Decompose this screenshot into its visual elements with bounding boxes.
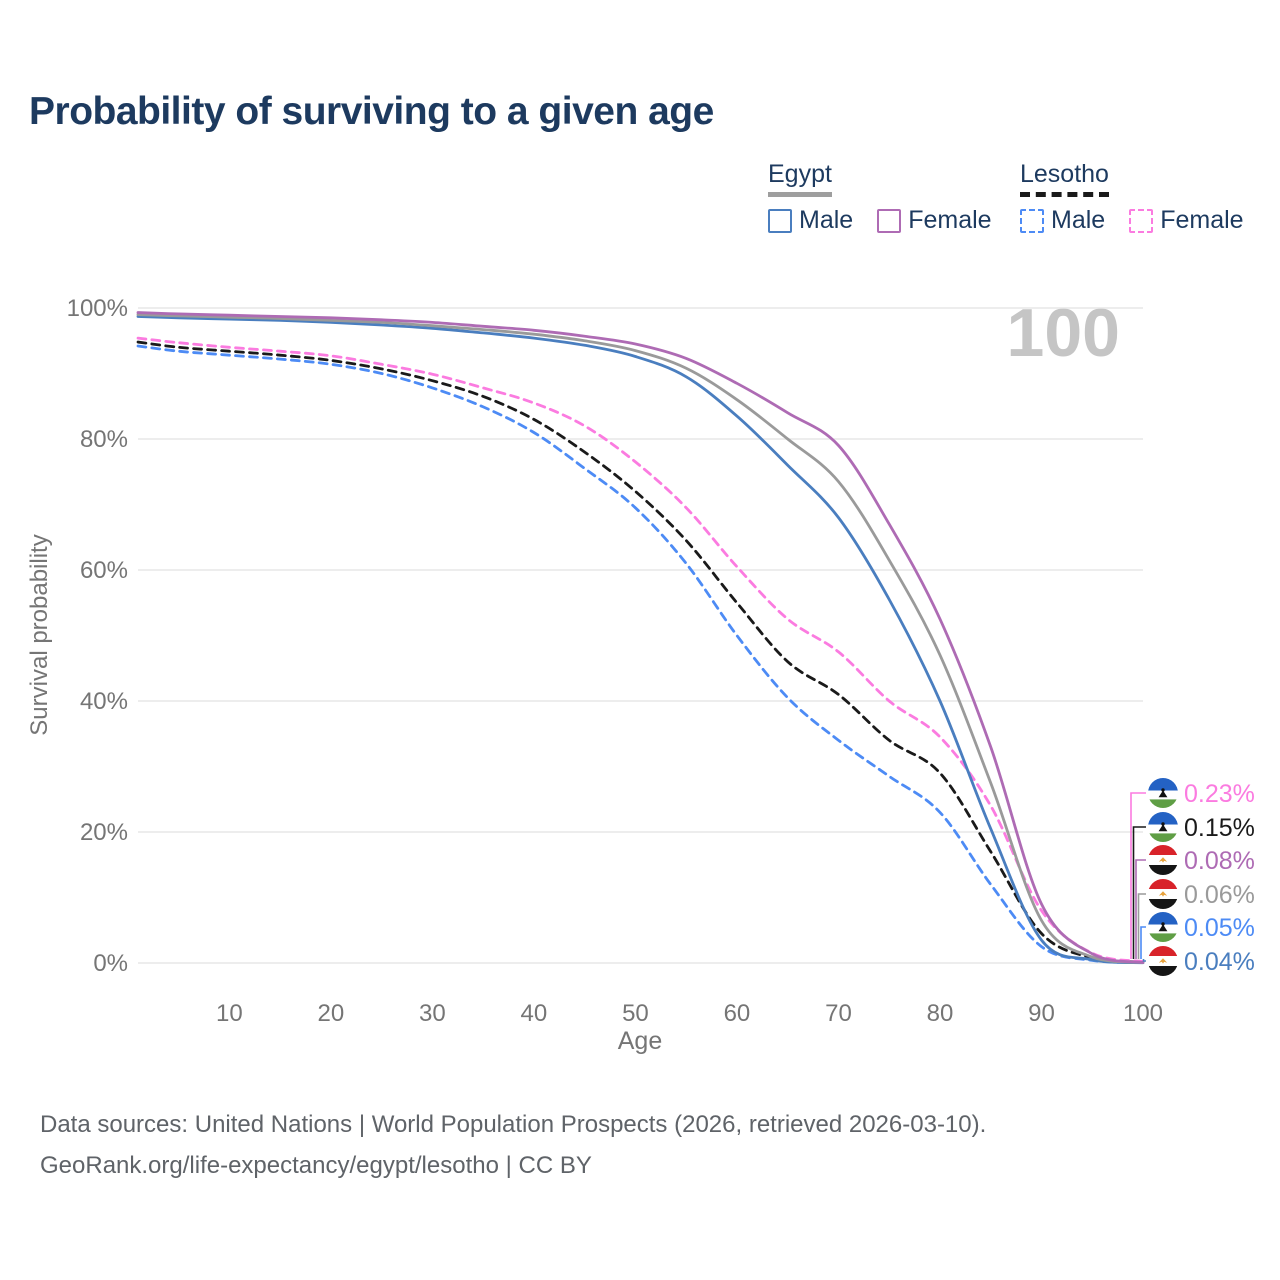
x-tick-label: 40: [521, 1000, 548, 1027]
y-axis-title: Survival probability: [26, 534, 53, 735]
license-line: GeoRank.org/life-expectancy/egypt/lesoth…: [40, 1152, 592, 1179]
legend-group-lesotho: Lesotho Male Female: [1020, 160, 1268, 235]
leader-line: [1135, 859, 1146, 959]
lesotho-flag-icon: [1148, 812, 1178, 842]
legend-country-lesotho: Lesotho: [1020, 160, 1109, 197]
end-value-label: 0.08%: [1184, 847, 1255, 875]
lesotho-female-swatch-icon: [1129, 208, 1154, 233]
y-tick-label: 100%: [67, 295, 128, 322]
lesotho-male-swatch-icon: [1020, 208, 1044, 233]
x-tick-label: 90: [1028, 1000, 1055, 1027]
legend-item-egypt-male[interactable]: Male: [768, 206, 853, 235]
watermark-100: 100: [1007, 295, 1120, 371]
end-value-label: 0.05%: [1184, 914, 1255, 942]
legend-item-lesotho-male[interactable]: Male: [1020, 206, 1105, 235]
data-sources-line: Data sources: United Nations | World Pop…: [40, 1111, 987, 1138]
leader-line: [1132, 826, 1146, 959]
footer-attribution: Data sources: United Nations | World Pop…: [40, 1104, 986, 1186]
egypt-flag-icon: [1148, 879, 1178, 909]
egypt-flag-icon: [1148, 946, 1178, 976]
x-tick-label: 20: [318, 1000, 345, 1027]
end-value-label: 0.06%: [1184, 881, 1255, 909]
leader-line: [1142, 959, 1146, 962]
series-line-egypt-both-sexes[interactable]: [136, 313, 1145, 964]
end-value-label: 0.04%: [1184, 948, 1255, 976]
legend-item-label: Male: [1051, 206, 1106, 234]
series-lines: [136, 311, 1145, 965]
egypt-female-swatch-icon: [877, 208, 902, 233]
series-line-lesotho-female[interactable]: [136, 336, 1145, 963]
x-tick-label: 70: [825, 1000, 852, 1027]
egypt-flag-icon: [1148, 845, 1178, 875]
legend-item-label: Female: [1160, 206, 1244, 234]
leader-line: [1140, 926, 1146, 959]
end-value-label: 0.23%: [1184, 780, 1255, 808]
egypt-male-swatch-icon: [768, 208, 792, 233]
series-line-egypt-female[interactable]: [136, 311, 1145, 964]
legend-group-egypt: Egypt Male Female: [768, 160, 1016, 235]
gridlines: [138, 307, 1143, 964]
y-tick-label: 80%: [80, 426, 128, 453]
x-tick-label: 50: [622, 1000, 649, 1027]
leader-line: [1137, 893, 1146, 959]
x-tick-label: 80: [927, 1000, 954, 1027]
y-tick-label: 40%: [80, 688, 128, 715]
y-tick-label: 0%: [93, 950, 128, 977]
legend-item-label: Female: [908, 206, 992, 234]
x-tick-label: 30: [419, 1000, 446, 1027]
legend-item-label: Male: [799, 206, 854, 234]
end-labels: 0.23% 0.15% 0.08% 0.06% 0.05% 0.04%: [1130, 778, 1255, 976]
x-tick-label: 10: [216, 1000, 243, 1027]
x-axis-title: Age: [618, 1027, 662, 1055]
x-tick-label: 60: [724, 1000, 751, 1027]
legend-item-lesotho-female[interactable]: Female: [1129, 206, 1244, 235]
leader-line: [1130, 792, 1146, 959]
y-tick-label: 60%: [80, 557, 128, 584]
legend-item-egypt-female[interactable]: Female: [877, 206, 992, 235]
lesotho-flag-icon: [1148, 912, 1178, 942]
series-line-lesotho-male[interactable]: [136, 344, 1145, 965]
series-line-lesotho-both-sexes[interactable]: [136, 340, 1145, 964]
end-value-label: 0.15%: [1184, 814, 1255, 842]
x-tick-label: 100: [1123, 1000, 1163, 1027]
page-title: Probability of surviving to a given age: [29, 90, 714, 133]
y-tick-label: 20%: [80, 819, 128, 846]
axis-ticks: 0% 20% 40% 60% 80% 100% 10 20 30 40 50 60 70 80 90 100: [67, 295, 1163, 1027]
series-line-egypt-male[interactable]: [136, 315, 1145, 965]
lesotho-flag-icon: [1148, 778, 1178, 808]
legend-country-egypt: Egypt: [768, 160, 832, 197]
